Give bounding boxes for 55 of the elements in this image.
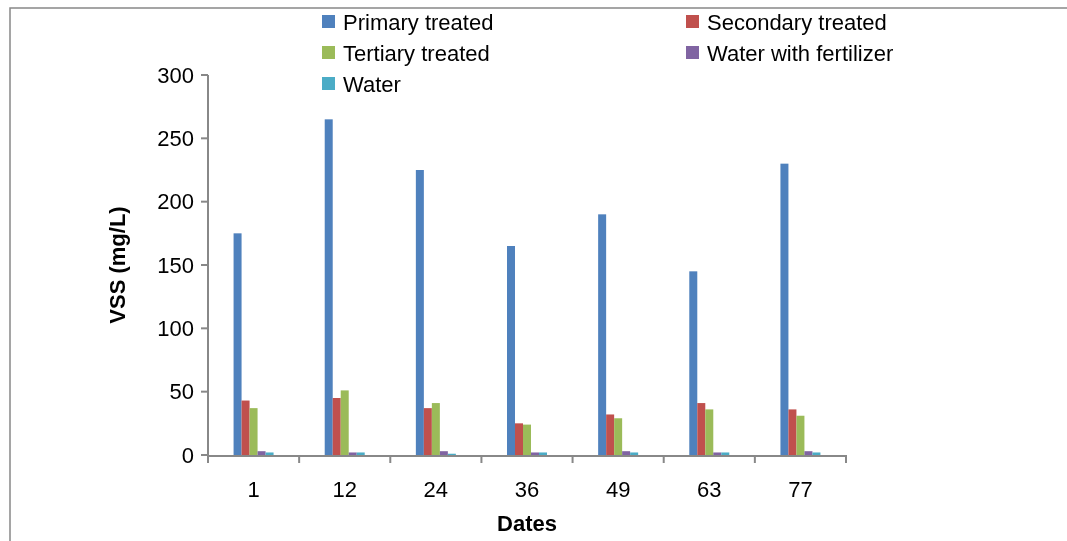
x-tick-label: 77 — [788, 477, 813, 502]
y-tick-label: 150 — [157, 252, 194, 278]
x-tick-label: 63 — [697, 477, 722, 502]
y-tick-label: 0 — [181, 442, 194, 468]
bar — [689, 271, 698, 455]
legend-label: Tertiary treated — [343, 40, 490, 66]
bar — [439, 451, 448, 455]
bar — [249, 408, 258, 455]
bar — [804, 451, 813, 455]
y-tick-label: 50 — [169, 379, 194, 405]
x-tick-label: 12 — [332, 477, 357, 502]
bar — [265, 452, 274, 455]
legend-label: Water with fertilizer — [707, 40, 894, 66]
bar — [630, 452, 639, 455]
bar — [523, 424, 531, 455]
y-axis-title: VSS (mg/L) — [105, 206, 130, 324]
bar — [431, 403, 440, 455]
legend-label: Secondary treated — [707, 9, 887, 35]
x-tick-label: 49 — [605, 477, 631, 502]
bar — [515, 423, 523, 455]
bar — [614, 418, 623, 455]
bar — [622, 451, 631, 455]
bar — [780, 163, 789, 455]
bar — [788, 409, 797, 455]
bar — [415, 170, 424, 455]
bar — [796, 415, 805, 455]
bar — [324, 119, 333, 455]
bar — [721, 452, 730, 455]
y-tick-label: 250 — [157, 125, 194, 151]
bar — [257, 451, 266, 455]
bar — [539, 452, 547, 455]
x-axis-title: Dates — [497, 511, 557, 536]
bar — [606, 414, 615, 455]
bar — [507, 246, 515, 455]
bar — [233, 233, 242, 455]
bar — [598, 214, 607, 455]
legend-label: Primary treated — [343, 9, 494, 35]
bar — [531, 452, 539, 455]
x-tick-label: 36 — [514, 477, 540, 502]
y-tick-label: 200 — [157, 189, 194, 215]
x-tick-label: 1 — [247, 477, 260, 502]
bar — [332, 398, 341, 455]
bar — [705, 409, 714, 455]
bar — [697, 403, 706, 455]
y-tick-label: 100 — [157, 315, 194, 341]
bar — [241, 400, 250, 455]
bar — [356, 452, 365, 455]
bar — [340, 390, 349, 455]
x-tick-label: 24 — [423, 477, 449, 502]
y-tick-label: 300 — [157, 62, 194, 88]
bar — [812, 452, 821, 455]
bar — [713, 452, 722, 455]
legend-label: Water — [343, 71, 401, 97]
bar — [348, 452, 357, 455]
bar — [423, 408, 432, 455]
